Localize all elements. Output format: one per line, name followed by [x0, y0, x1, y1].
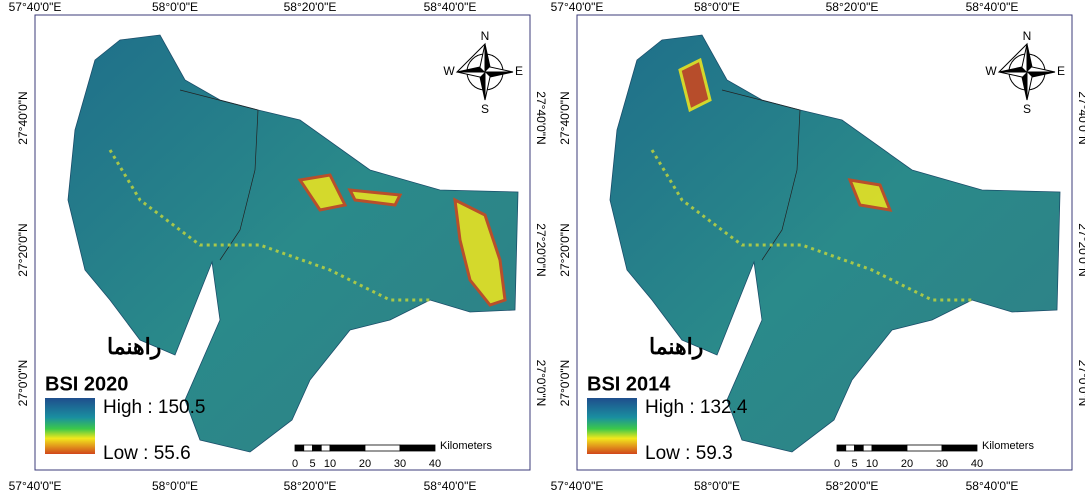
latitude-label: 27°40'0"N	[534, 91, 548, 144]
longitude-label: 57°40'0"E	[551, 479, 604, 493]
longitude-label: 57°40'0"E	[9, 0, 62, 14]
map-figure: 57°40'0"E 58°0'0"E 58°20'0"E 58°40'0"E 57°40…	[0, 0, 1085, 497]
longitude-label: 58°0'0"E	[152, 0, 198, 14]
scale-tick-label: 5	[309, 458, 315, 470]
scale-tick-label: 10	[324, 458, 336, 470]
scale-tick-label: 30	[936, 458, 948, 470]
compass-w: W	[985, 64, 997, 78]
compass-w: W	[443, 64, 455, 78]
latitude-label: 27°20'0"N	[558, 223, 572, 276]
compass-e: E	[515, 64, 523, 78]
latitude-label: 27°40'0"N	[16, 91, 30, 144]
scale-tick-label: 30	[394, 458, 406, 470]
scale-segment	[942, 445, 977, 451]
map-panel: 57°40'0"E 58°0'0"E 58°20'0"E 58°40'0"E 57°40…	[551, 0, 1085, 493]
map-panel: 57°40'0"E 58°0'0"E 58°20'0"E 58°40'0"E 57°40…	[9, 0, 548, 493]
latitude-label: 27°0'0"N	[16, 360, 30, 407]
compass-s: S	[481, 102, 489, 116]
longitude-label: 57°40'0"E	[551, 0, 604, 14]
scale-segment	[872, 445, 907, 451]
scale-segment	[330, 445, 365, 451]
latitude-label: 27°0'0"N	[558, 360, 572, 407]
latitude-label: 27°20'0"N	[534, 223, 548, 276]
scale-segment	[365, 445, 400, 451]
longitude-label: 58°40'0"E	[424, 0, 477, 14]
scale-tick-label: 40	[429, 458, 441, 470]
legend-high: High : 132.4	[645, 397, 748, 418]
scale-tick-label: 5	[851, 458, 857, 470]
scale-unit: Kilometers	[440, 440, 492, 452]
legend-index: BSI 2014	[587, 373, 671, 395]
compass-s: S	[1023, 102, 1031, 116]
latitude-label: 27°0'0"N	[1076, 360, 1085, 407]
legend-index: BSI 2020	[45, 373, 128, 395]
longitude-label: 57°40'0"E	[9, 479, 62, 493]
scale-segment	[907, 445, 942, 451]
longitude-label: 58°0'0"E	[694, 479, 740, 493]
scale-segment	[863, 445, 872, 451]
legend-low: Low : 59.3	[645, 443, 733, 464]
longitude-label: 58°20'0"E	[284, 0, 337, 14]
longitude-label: 58°40'0"E	[966, 479, 1019, 493]
latitude-label: 27°0'0"N	[534, 360, 548, 407]
longitude-label: 58°0'0"E	[152, 479, 198, 493]
legend-ramp	[587, 398, 637, 454]
longitude-label: 58°20'0"E	[826, 479, 879, 493]
latitude-label: 27°20'0"N	[16, 223, 30, 276]
scale-segment	[304, 445, 313, 451]
legend-low: Low : 55.6	[103, 443, 191, 464]
legend-high: High : 150.5	[103, 397, 205, 418]
scale-tick-label: 0	[292, 458, 298, 470]
latitude-label: 27°40'0"N	[1076, 91, 1085, 144]
legend-ramp	[45, 398, 95, 454]
scale-tick-label: 20	[901, 458, 913, 470]
scale-segment	[855, 445, 864, 451]
compass-n: N	[1023, 29, 1032, 43]
scale-segment	[295, 445, 304, 451]
scale-tick-label: 10	[866, 458, 878, 470]
scale-segment	[400, 445, 435, 451]
compass-n: N	[481, 29, 490, 43]
legend-title: راهنما	[649, 334, 703, 360]
longitude-label: 58°0'0"E	[694, 0, 740, 14]
scale-segment	[321, 445, 330, 451]
scale-unit: Kilometers	[982, 440, 1034, 452]
scale-segment	[846, 445, 855, 451]
scale-segment	[837, 445, 846, 451]
legend-title: راهنما	[107, 334, 161, 360]
longitude-label: 58°20'0"E	[284, 479, 337, 493]
scale-tick-label: 0	[834, 458, 840, 470]
longitude-label: 58°40'0"E	[966, 0, 1019, 14]
scale-tick-label: 40	[971, 458, 983, 470]
latitude-label: 27°20'0"N	[1076, 223, 1085, 276]
longitude-label: 58°20'0"E	[826, 0, 879, 14]
compass-e: E	[1057, 64, 1065, 78]
scale-segment	[313, 445, 322, 451]
scale-tick-label: 20	[359, 458, 371, 470]
longitude-label: 58°40'0"E	[424, 479, 477, 493]
latitude-label: 27°40'0"N	[558, 91, 572, 144]
